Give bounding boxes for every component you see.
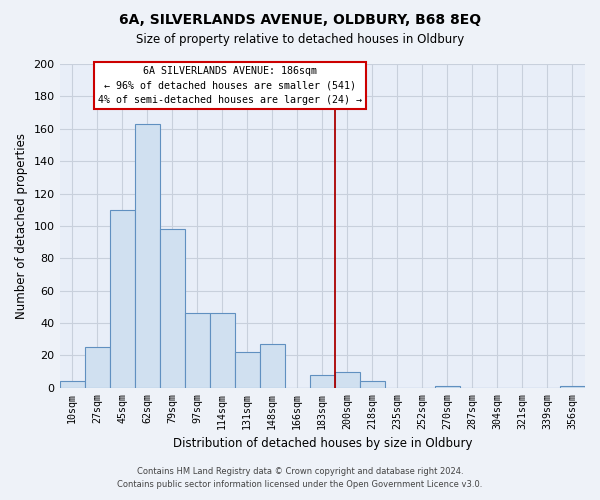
Text: Size of property relative to detached houses in Oldbury: Size of property relative to detached ho…: [136, 32, 464, 46]
Bar: [360, 382, 385, 388]
Bar: [310, 375, 335, 388]
Bar: [59, 382, 85, 388]
Bar: [560, 386, 585, 388]
Bar: [160, 229, 185, 388]
Y-axis label: Number of detached properties: Number of detached properties: [15, 133, 28, 319]
Bar: [235, 352, 260, 388]
Bar: [335, 372, 360, 388]
Bar: [185, 314, 209, 388]
Bar: [134, 124, 160, 388]
Text: 6A, SILVERLANDS AVENUE, OLDBURY, B68 8EQ: 6A, SILVERLANDS AVENUE, OLDBURY, B68 8EQ: [119, 12, 481, 26]
Text: Contains HM Land Registry data © Crown copyright and database right 2024.
Contai: Contains HM Land Registry data © Crown c…: [118, 468, 482, 489]
X-axis label: Distribution of detached houses by size in Oldbury: Distribution of detached houses by size …: [173, 437, 472, 450]
Bar: [110, 210, 134, 388]
Bar: [260, 344, 285, 388]
Bar: [209, 314, 235, 388]
Bar: [85, 348, 110, 388]
Text: 6A SILVERLANDS AVENUE: 186sqm
← 96% of detached houses are smaller (541)
4% of s: 6A SILVERLANDS AVENUE: 186sqm ← 96% of d…: [98, 66, 362, 105]
Bar: [435, 386, 460, 388]
